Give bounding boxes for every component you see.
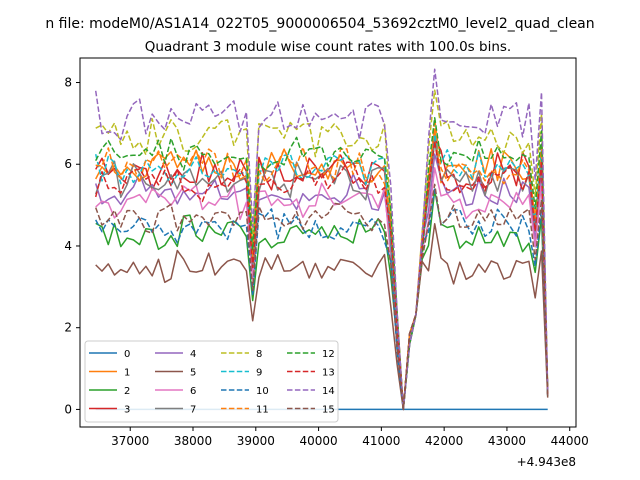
legend-label-15: 15 [322,405,335,416]
series-line-8 [95,89,549,411]
series-line-5 [95,222,549,411]
legend-label-13: 13 [322,368,335,379]
legend-label-9: 9 [256,368,262,379]
y-tick-label: 8 [64,76,72,90]
series-line-3 [95,137,549,411]
x-tick-label: 42000 [425,434,463,448]
series-line-9 [94,133,549,411]
x-axis: 37000 38000 39000 40000 41000 42000 43000 44000 [111,427,589,448]
x-tick-label: 43000 [488,434,526,448]
legend-label-3: 3 [124,405,130,416]
series-line-1 [95,128,549,411]
y-axis: 0 2 4 6 8 [64,76,80,416]
x-tick-label: 37000 [111,434,149,448]
legend-label-1: 1 [124,368,130,379]
legend-label-10: 10 [256,386,269,397]
chart-title: Quadrant 3 module wise count rates with … [145,39,511,55]
figure-suptitle: n file: modeM0/AS1A14_022T05_9000006504_… [45,16,594,32]
series-line-15 [94,183,549,411]
x-tick-label: 40000 [299,434,337,448]
series-layer [94,68,549,411]
legend-label-5: 5 [190,368,196,379]
series-line-14 [94,68,549,411]
y-tick-label: 4 [64,239,72,253]
series-line-11 [95,118,549,411]
legend-box [84,340,339,423]
x-tick-label: 41000 [362,434,400,448]
legend-label-11: 11 [256,405,269,416]
legend-label-12: 12 [322,349,335,360]
legend-label-6: 6 [190,386,196,397]
series-line-2 [95,189,549,411]
legend-label-4: 4 [190,349,196,360]
legend-label-0: 0 [124,349,130,360]
series-line-6 [95,167,549,411]
series-line-4 [94,153,549,411]
x-tick-label: 44000 [551,434,589,448]
plot-frame [79,57,577,428]
legend-label-14: 14 [322,386,335,397]
x-tick-label: 39000 [237,434,275,448]
legend-label-2: 2 [124,386,130,397]
x-tick-label: 38000 [174,434,212,448]
series-line-10 [95,186,549,411]
x-offset-label: +4.943e8 [517,455,576,469]
series-line-13 [94,140,549,411]
legend-label-8: 8 [256,349,262,360]
legend-label-7: 7 [190,405,196,416]
y-tick-label: 6 [64,157,72,171]
y-tick-label: 2 [64,321,72,335]
y-tick-label: 0 [64,402,72,416]
